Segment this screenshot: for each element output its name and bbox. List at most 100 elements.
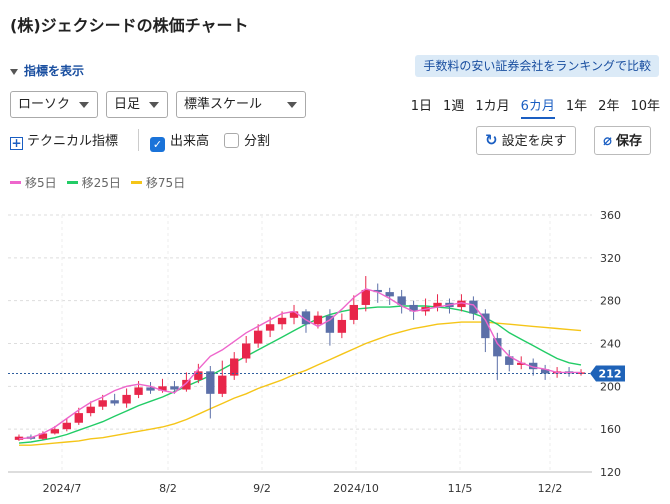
legend-label: 移75日 (145, 176, 186, 190)
save-label: 保存 (616, 134, 643, 149)
y-tick-label: 280 (600, 295, 621, 308)
tab-10y[interactable]: 10年 (630, 99, 660, 114)
candle-body (313, 315, 323, 325)
checkmark-icon: ✓ (150, 137, 165, 152)
volume-checkbox[interactable]: ✓ 出来高 (150, 130, 209, 152)
candle-body (301, 311, 311, 325)
candle-body (265, 324, 275, 331)
x-tick-label: 12/2 (538, 482, 563, 495)
reset-settings-button[interactable]: ↻ 設定を戻す (476, 126, 576, 155)
candle-body (457, 300, 466, 308)
period-tabs: 1日 1週 1カ月 6カ月 1年 2年 10年 (400, 95, 660, 119)
candle-body (409, 304, 418, 312)
reset-settings-label: 設定を戻す (501, 134, 567, 149)
y-tick-label: 360 (600, 209, 621, 222)
candle-body (481, 313, 490, 339)
broker-ranking-link[interactable]: 手数料の安い証券会社をランキングで比較 (415, 55, 659, 77)
chevron-down-icon (79, 102, 89, 108)
divider (138, 129, 139, 151)
candle-body (337, 319, 347, 333)
technical-indicators-label: テクニカル指標 (27, 134, 119, 149)
candle-body (397, 296, 406, 305)
candle-body (134, 387, 143, 395)
candle-body (206, 371, 215, 394)
tab-6m[interactable]: 6カ月 (520, 95, 555, 119)
candle-body (194, 371, 203, 380)
legend-ma75: 移75日 (130, 176, 186, 190)
legend-swatch (130, 181, 142, 184)
candle-body (325, 315, 335, 333)
y-tick-label: 120 (600, 466, 621, 479)
candle-body (62, 422, 71, 430)
x-tick-label: 2024/10 (333, 482, 379, 495)
candle-body (158, 386, 167, 391)
tab-2y[interactable]: 2年 (598, 99, 620, 114)
tab-1d[interactable]: 1日 (410, 99, 433, 114)
candle-body (469, 300, 478, 314)
x-tick-label: 8/2 (159, 482, 177, 495)
candle-body (182, 379, 191, 390)
x-tick-label: 2024/7 (43, 482, 82, 495)
candle-body (517, 362, 526, 365)
candle-body (170, 386, 179, 390)
chart-type-value: ローソク (18, 97, 71, 112)
volume-label: 出来高 (170, 134, 210, 149)
show-indicators-toggle[interactable]: 指標を表示 (10, 62, 84, 79)
current-price-label: 212 (599, 367, 622, 380)
legend-swatch (66, 181, 78, 184)
x-tick-label: 11/5 (448, 482, 473, 495)
tab-1w[interactable]: 1週 (443, 99, 465, 114)
tab-1y[interactable]: 1年 (565, 99, 588, 114)
candle-body (110, 400, 119, 404)
candle-body (146, 387, 155, 391)
x-tick-label: 9/2 (253, 482, 271, 495)
candle-body (373, 289, 382, 293)
chart-legend: 移5日 移25日 移75日 (10, 174, 195, 191)
candle-body (277, 317, 287, 325)
candle-body (230, 358, 239, 376)
split-checkbox[interactable]: 分割 (224, 130, 270, 149)
ma25-line (18, 305, 582, 444)
candle-body (50, 429, 60, 434)
y-tick-label: 160 (600, 423, 621, 436)
candle-body (253, 330, 263, 344)
candle-body (242, 343, 251, 359)
scale-select[interactable]: 標準スケール (176, 91, 306, 118)
candle-body (122, 394, 131, 404)
y-tick-label: 200 (600, 380, 621, 393)
legend-label: 移25日 (81, 176, 121, 190)
chart-type-select[interactable]: ローソク (10, 91, 98, 118)
tab-1m[interactable]: 1カ月 (475, 99, 510, 114)
show-indicators-label: 指標を表示 (24, 64, 85, 78)
candle-body (38, 433, 48, 439)
stock-chart[interactable]: 120 160 200 240 280 320 360 2024/7 8/2 9/2 2024/10… (0, 195, 670, 501)
candle-body (74, 413, 83, 423)
refresh-icon: ↻ (485, 131, 498, 149)
candle-body (385, 292, 394, 297)
candle-body (289, 311, 299, 318)
split-label: 分割 (244, 134, 271, 149)
paperclip-icon: ⌀ (603, 131, 613, 149)
scale-value: 標準スケール (184, 97, 263, 112)
candle-body (540, 369, 550, 374)
triangle-down-icon (10, 68, 18, 75)
technical-indicators-toggle[interactable]: + テクニカル指標 (10, 130, 118, 150)
save-button[interactable]: ⌀ 保存 (594, 126, 652, 155)
interval-value: 日足 (114, 97, 141, 112)
legend-ma5: 移5日 (10, 176, 57, 190)
candle-body (505, 356, 514, 365)
y-tick-label: 240 (600, 338, 621, 351)
ma5-line (18, 288, 581, 440)
legend-ma25: 移25日 (66, 176, 121, 190)
candle-body (493, 338, 502, 357)
candle-body (349, 304, 358, 320)
checkbox-empty-icon (224, 133, 239, 148)
current-price-tag (590, 365, 625, 382)
candle-body (433, 302, 442, 308)
candle-body (218, 375, 227, 394)
candle-body (529, 362, 538, 370)
legend-label: 移5日 (25, 176, 57, 190)
legend-swatch (10, 181, 21, 184)
interval-select[interactable]: 日足 (106, 91, 168, 118)
candle-body (98, 400, 107, 407)
